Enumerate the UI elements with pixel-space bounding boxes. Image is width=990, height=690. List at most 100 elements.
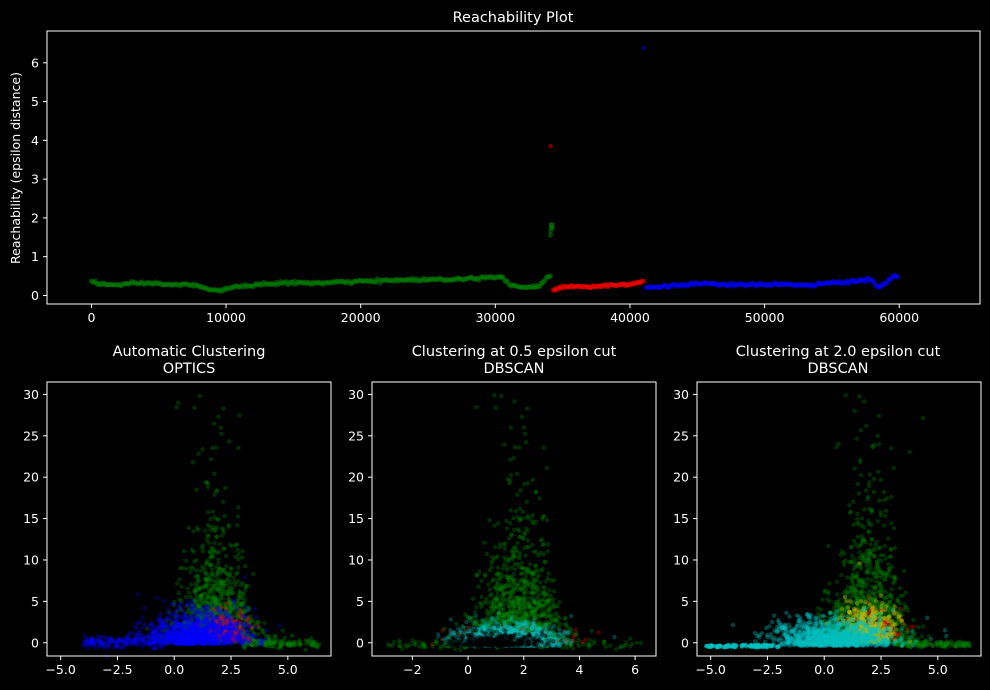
scatter-point [227,573,233,578]
scatter-point [158,644,164,650]
scatter-point [196,606,202,611]
scatter-point [108,635,114,640]
scatter-point [210,445,215,451]
scatter-point [216,557,221,562]
scatter-point [479,578,484,584]
scatter-point [548,613,553,618]
scatter-point [174,581,180,586]
scatter-point [262,638,267,644]
scatter-point [211,595,217,601]
scatter-point [220,579,225,584]
scatter-point [223,553,229,559]
scatter-point [518,488,523,493]
scatter-point [140,615,145,620]
scatter-point [508,521,513,526]
scatter-point [229,599,234,605]
scatter-point [253,614,259,620]
scatter-point [250,634,255,639]
scatter-point [217,639,223,644]
scatter-point [291,643,297,648]
scatter-point [253,624,259,630]
scatter-point [148,635,154,641]
scatter-point [198,594,203,599]
scatter-point [500,573,505,579]
scatter-point [210,553,215,558]
scatter-point [541,445,546,451]
scatter-point [413,640,419,645]
scatter-point [238,635,243,641]
scatter-point [502,546,508,552]
reachability-point [895,274,901,280]
scatter-point [527,516,532,522]
scatter-point [470,596,476,601]
scatter-point [482,574,488,579]
scatter-point [134,637,139,642]
scatter-point [214,600,219,606]
scatter-point [198,595,203,600]
scatter-point [236,445,241,451]
scatter-point [525,480,530,486]
reachability-frame [46,30,981,305]
scatter-point [524,406,530,411]
scatter-point [638,640,644,646]
scatter-point [237,593,243,599]
scatter-point [545,518,550,523]
scatter-point [573,627,578,632]
scatter-point [231,575,237,581]
scatter-point [225,592,231,597]
reachability-point [548,143,553,149]
scatter-point [307,642,312,648]
scatter-point [289,633,295,638]
scatter-point [534,549,539,555]
scatter-point [227,590,232,595]
x-tick-label: 0 [87,310,95,325]
scatter-point [205,533,210,538]
scatter-point [205,608,210,613]
scatter-point [612,634,617,640]
scatter-point [303,647,308,653]
y-tick-label: 4 [31,133,39,148]
scatter-point [235,579,241,584]
scatter-point [502,442,507,447]
scatter-point [225,615,231,620]
scatter-point [205,633,210,638]
scatter-point [515,540,520,546]
scatter-point [152,646,157,651]
scatter-point [506,596,512,602]
scatter-point [205,591,210,596]
scatter-point [193,584,199,589]
scatter-point [209,567,215,572]
scatter-point [191,549,197,554]
scatter-point [190,459,196,465]
scatter-point [511,601,516,606]
scatter-point [228,640,233,645]
scatter-point [217,588,222,594]
scatter-point [608,643,613,648]
scatter-point [233,606,239,612]
y-tick-label: 0 [31,635,39,650]
scatter-point [176,590,181,596]
scatter-point [522,598,527,603]
scatter-point [487,517,492,523]
scatter-point [524,569,530,574]
y-tick-label: 10 [23,552,39,567]
scatter-point [263,636,268,642]
scatter-point [244,638,250,643]
scatter-point [208,554,213,560]
scatter-point [164,615,170,620]
scatter-point [521,546,527,551]
scatter-point [523,578,529,583]
scatter-point [212,492,217,497]
scatter-point [199,594,205,599]
scatter-point [200,548,206,554]
scatter-point [504,573,510,578]
scatter-point [239,628,244,634]
scatter-point [211,622,216,627]
scatter-point [170,640,175,646]
scatter-point [243,583,248,589]
scatter-point [196,578,202,584]
scatter-point [541,552,546,557]
scatter-point [488,593,493,598]
scatter-point [206,629,212,634]
scatter-point [569,638,574,644]
